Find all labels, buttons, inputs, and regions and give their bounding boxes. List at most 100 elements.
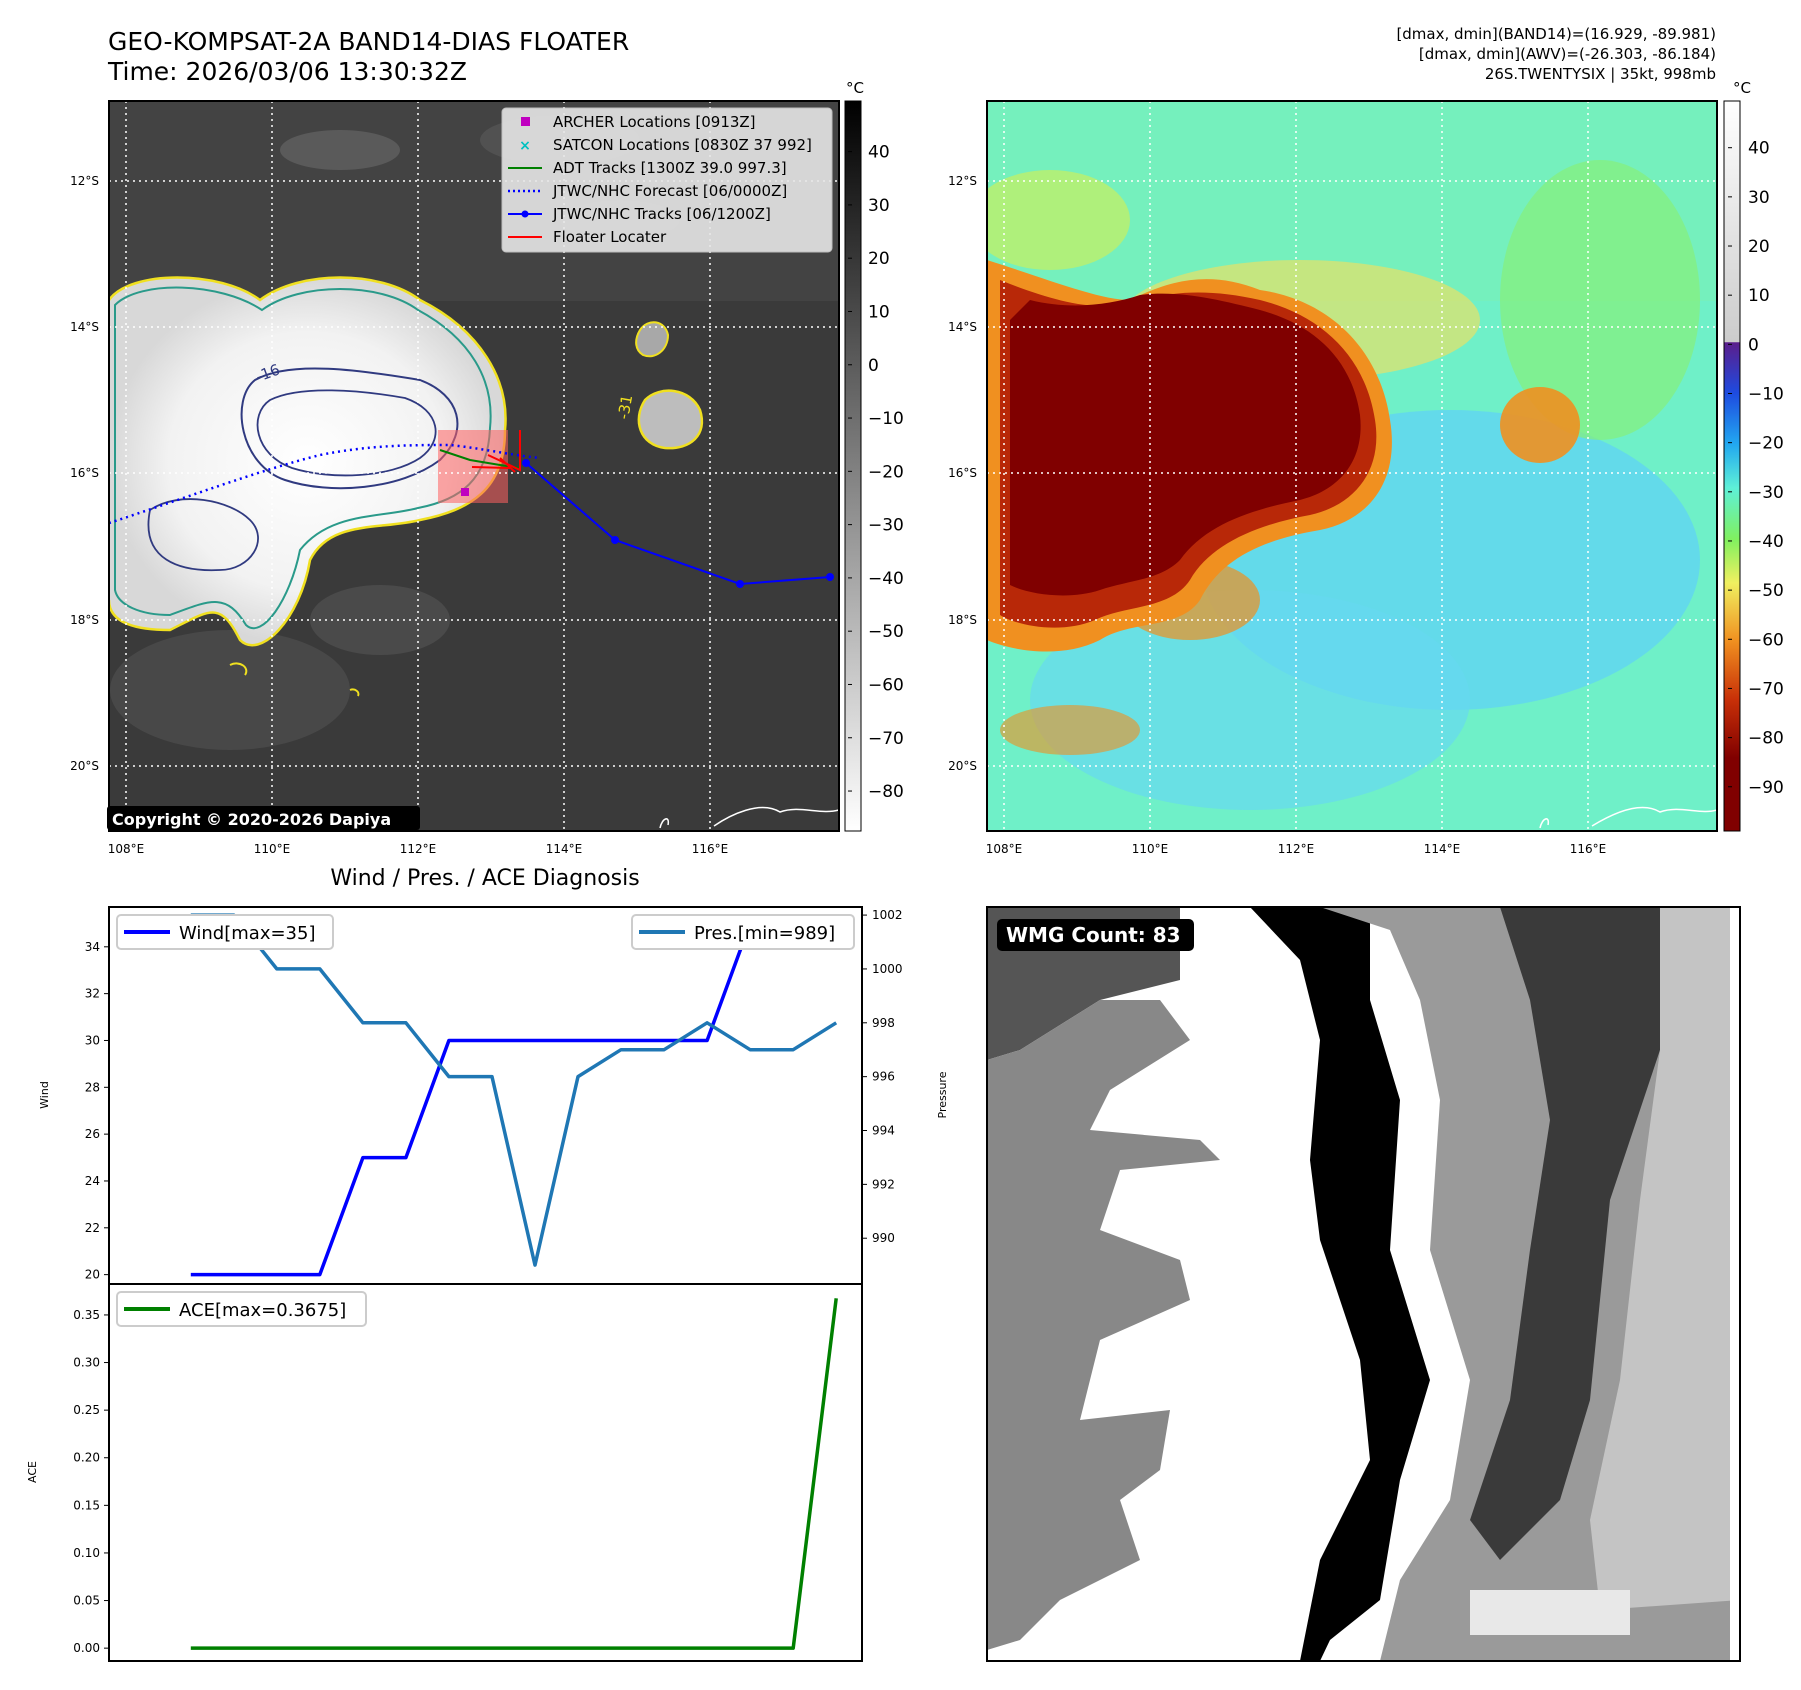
colorbar-tick-label: −60 bbox=[868, 675, 904, 695]
ace-line bbox=[190, 1298, 838, 1650]
latitude-tick-label: 12°S bbox=[70, 174, 99, 188]
colorbar-tick-label: 0 bbox=[1748, 335, 1759, 355]
ir-colorbar bbox=[844, 100, 862, 832]
ir-legend-label: ADT Tracks [1300Z 39.0 997.3] bbox=[553, 159, 787, 177]
jtwc-best-track bbox=[525, 462, 831, 586]
copyright-text: Copyright © 2020-2026 Dapiya bbox=[112, 810, 391, 829]
figure-time: Time: 2026/03/06 13:30:32Z bbox=[107, 57, 467, 86]
wind-axis-tick-label: 34 bbox=[85, 940, 100, 954]
ir-legend-label: JTWC/NHC Forecast [06/0000Z] bbox=[552, 182, 787, 200]
pressure-axis-tick-label: 996 bbox=[872, 1070, 895, 1084]
colorbar-tick-label: 30 bbox=[868, 196, 890, 216]
colorbar-tick-label: 20 bbox=[868, 249, 890, 269]
wmg-panel: WMG Count: 83 bbox=[986, 906, 1741, 1662]
wmg-count-label: WMG Count: 83 bbox=[1006, 923, 1181, 947]
wv-gridlines: 12°S 14°S 16°S 18°S 20°S 108°E 110°E 112°E 114°E… bbox=[948, 101, 1717, 856]
pressure-axis-tick-label: 998 bbox=[872, 1016, 895, 1030]
ace-axis-tick-label: 0.25 bbox=[73, 1403, 100, 1417]
ir-colorbar-ticks: 40 30 20 10 0 −10 −20 −30 −40 −50 −60 −70 −80 bbox=[848, 143, 904, 802]
ace-axis-tick-label: 0.10 bbox=[73, 1546, 100, 1560]
latitude-tick-label: 18°S bbox=[70, 613, 99, 627]
jtwc-track-point bbox=[611, 536, 619, 544]
pressure-axis-tick-label: 1002 bbox=[872, 908, 903, 922]
wv-satellite-panel: 12°S 14°S 16°S 18°S 20°S 108°E 110°E 112°E 114°E… bbox=[948, 79, 1784, 856]
longitude-tick-label: 110°E bbox=[254, 842, 291, 856]
wv-colorbar-unit: °C bbox=[1733, 79, 1751, 97]
latitude-tick-label: 20°S bbox=[70, 759, 99, 773]
colorbar-tick-label: −20 bbox=[1748, 434, 1784, 454]
ace-axis-tick-label: 0.20 bbox=[73, 1451, 100, 1465]
wind-axis-tick-label: 20 bbox=[85, 1268, 100, 1282]
latitude-tick-label: 14°S bbox=[70, 320, 99, 334]
colorbar-tick-label: −40 bbox=[868, 569, 904, 589]
diagnosis-chart-title: Wind / Pres. / ACE Diagnosis bbox=[330, 866, 639, 891]
longitude-tick-label: 114°E bbox=[1424, 842, 1461, 856]
ir-contour-label-2: -31 bbox=[614, 393, 636, 420]
longitude-tick-label: 116°E bbox=[692, 842, 729, 856]
colorbar-tick-label: −90 bbox=[1748, 778, 1784, 798]
colorbar-tick-label: −80 bbox=[868, 782, 904, 802]
ace-axis-tick-label: 0.35 bbox=[73, 1308, 100, 1322]
colorbar-tick-label: 40 bbox=[868, 143, 890, 163]
colorbar-tick-label: 40 bbox=[1748, 139, 1770, 159]
dmax-awv-text: [dmax, dmin](AWV)=(-26.303, -86.184) bbox=[1419, 45, 1716, 63]
wind-pressure-axes-frame bbox=[108, 906, 863, 1285]
wind-legend: Wind[max=35] bbox=[116, 914, 334, 950]
wind-axis-tick-label: 24 bbox=[85, 1174, 100, 1188]
pressure-axis-tick-label: 994 bbox=[872, 1124, 895, 1138]
colorbar-tick-label: −70 bbox=[1748, 679, 1784, 699]
ir-colorbar-unit: °C bbox=[846, 79, 864, 97]
figure-title: GEO-KOMPSAT-2A BAND14-DIAS FLOATER bbox=[108, 27, 629, 56]
wind-line bbox=[190, 921, 837, 1277]
dmax-band14-text: [dmax, dmin](BAND14)=(16.929, -89.981) bbox=[1396, 25, 1716, 43]
latitude-tick-label: 14°S bbox=[948, 320, 977, 334]
colorbar-tick-label: 10 bbox=[1748, 286, 1770, 306]
wind-axis-tick-label: 30 bbox=[85, 1033, 100, 1047]
pressure-axis-tick-label: 990 bbox=[872, 1231, 895, 1245]
colorbar-tick-label: −20 bbox=[868, 462, 904, 482]
wmg-count-box bbox=[997, 919, 1194, 951]
wind-axis-tick-label: 32 bbox=[85, 987, 100, 1001]
colorbar-tick-label: −30 bbox=[1748, 483, 1784, 503]
ace-axis-tick-label: 0.30 bbox=[73, 1356, 100, 1370]
colorbar-tick-label: −80 bbox=[1748, 729, 1784, 749]
colorbar-tick-label: −10 bbox=[868, 409, 904, 429]
wind-axis-tick-label: 28 bbox=[85, 1080, 100, 1094]
wind-series-line bbox=[190, 921, 837, 1277]
ir-legend-label: SATCON Locations [0830Z 37 992] bbox=[553, 136, 812, 154]
jtwc-track-point bbox=[826, 573, 834, 581]
longitude-tick-label: 108°E bbox=[986, 842, 1023, 856]
colorbar-tick-label: 20 bbox=[1748, 237, 1770, 257]
wv-colorbar-ticks: 40 30 20 10 0 −10 −20 −30 −40 −50 −60 −70 −80 −90 bbox=[1728, 139, 1784, 798]
copyright-box bbox=[107, 806, 420, 830]
ir-legend-label: JTWC/NHC Tracks [06/1200Z] bbox=[552, 205, 771, 223]
ace-legend-label: ACE[max=0.3675] bbox=[179, 1300, 346, 1321]
colorbar-tick-label: −60 bbox=[1748, 630, 1784, 650]
ace-axis-label: ACE bbox=[26, 1461, 39, 1483]
wv-colorbar bbox=[1723, 100, 1741, 832]
wind-axis-tick-label: 22 bbox=[85, 1221, 100, 1235]
storm-info-text: 26S.TWENTYSIX | 35kt, 998mb bbox=[1485, 65, 1716, 83]
latitude-tick-label: 12°S bbox=[948, 174, 977, 188]
ace-axis-tick-label: 0.15 bbox=[73, 1498, 100, 1512]
pressure-legend-label: Pres.[min=989] bbox=[694, 923, 835, 944]
colorbar-tick-label: 0 bbox=[868, 356, 879, 376]
latitude-tick-label: 20°S bbox=[948, 759, 977, 773]
pressure-axis-tick-label: 1000 bbox=[872, 962, 903, 976]
longitude-tick-label: 114°E bbox=[546, 842, 583, 856]
pressure-axis-ticks: 990 992 994 996 998 1000 1002 bbox=[862, 908, 903, 1245]
pressure-line bbox=[190, 913, 838, 1267]
ace-axis-tick-label: 0.05 bbox=[73, 1594, 100, 1608]
archer-legend-marker bbox=[521, 117, 530, 126]
longitude-tick-label: 116°E bbox=[1570, 842, 1607, 856]
ir-satellite-panel: 12°S 14°S 16°S 18°S 20°S 108°E 110°E 112°E 114°E… bbox=[70, 79, 904, 856]
jtwc-track-point bbox=[736, 580, 744, 588]
colorbar-tick-label: −70 bbox=[868, 729, 904, 749]
colorbar-tick-label: −50 bbox=[1748, 581, 1784, 601]
latitude-tick-label: 16°S bbox=[70, 466, 99, 480]
ace-legend: ACE[max=0.3675] bbox=[116, 1291, 367, 1327]
ace-series-line bbox=[190, 1298, 838, 1650]
ir-legend-label: Floater Locater bbox=[553, 228, 667, 246]
latitude-tick-label: 16°S bbox=[948, 466, 977, 480]
